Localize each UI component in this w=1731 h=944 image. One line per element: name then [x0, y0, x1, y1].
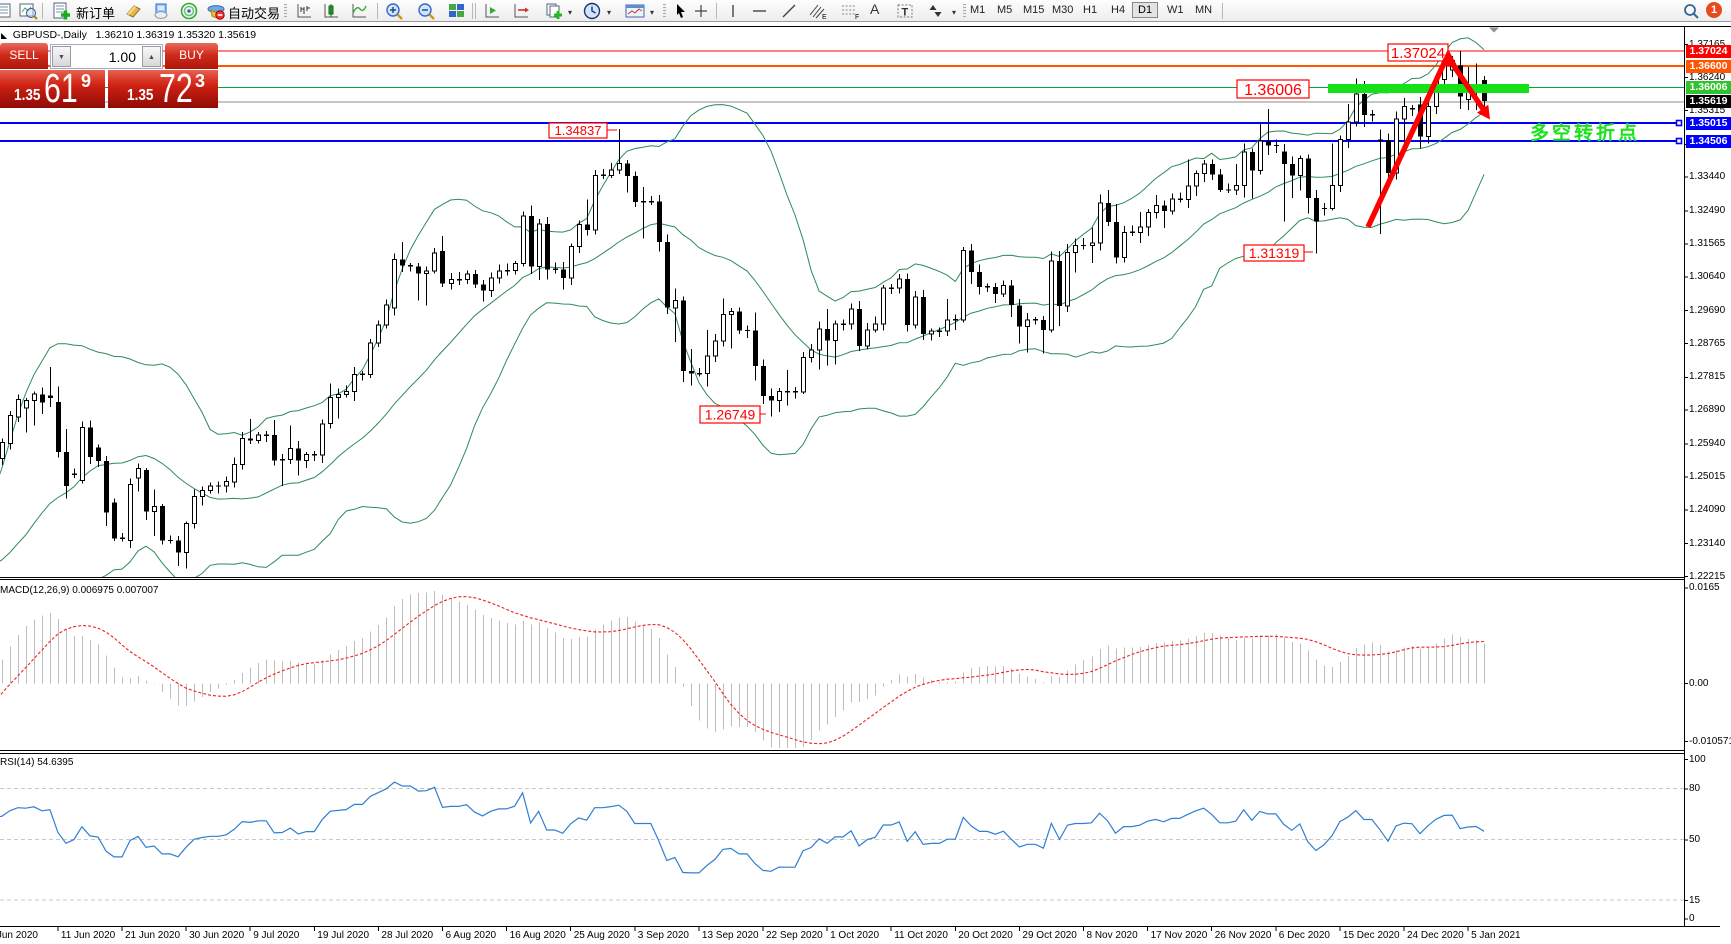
svg-text:E: E	[822, 14, 827, 21]
svg-text:1.37024: 1.37024	[1391, 45, 1445, 62]
svg-text:F: F	[855, 14, 859, 21]
svg-text:1.36006: 1.36006	[1244, 82, 1302, 99]
svg-text:1.31319: 1.31319	[1249, 245, 1300, 261]
svg-text:T: T	[902, 7, 909, 19]
svg-text:1.34837: 1.34837	[555, 123, 602, 138]
svg-text:1.26749: 1.26749	[705, 407, 756, 423]
